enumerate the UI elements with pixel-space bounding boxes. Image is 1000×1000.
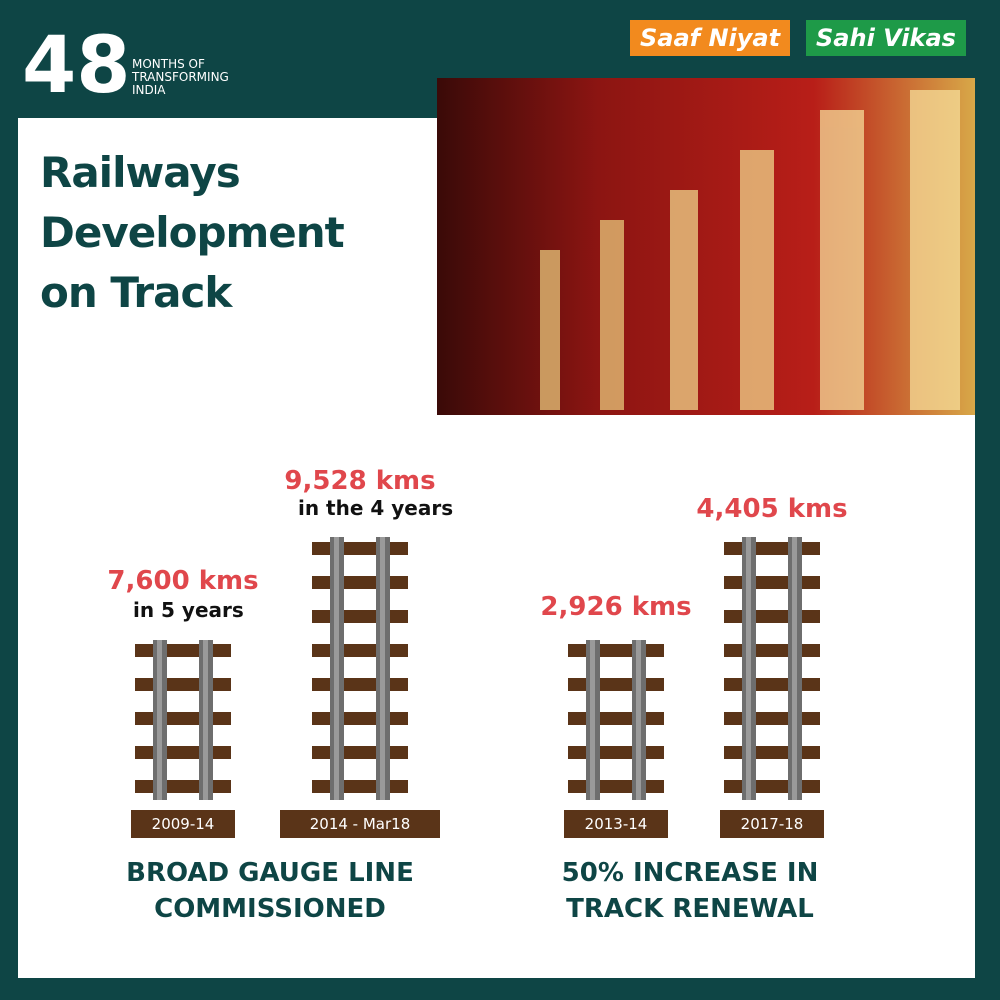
sleeper — [724, 576, 820, 589]
period-box — [280, 810, 440, 838]
badge-number: 48 — [22, 21, 131, 111]
rail-highlight — [636, 640, 641, 800]
rail-highlight — [203, 640, 208, 800]
period-box — [131, 810, 235, 838]
sleeper — [312, 542, 408, 555]
photo-detail — [540, 90, 960, 410]
sleeper — [724, 542, 820, 555]
title-line: on Track — [40, 268, 232, 317]
period-label: 2013-14 — [584, 815, 648, 833]
sleeper — [568, 678, 664, 691]
sleeper — [724, 678, 820, 691]
title-line: Development — [40, 208, 345, 257]
tag: Sahi Vikas — [806, 20, 966, 56]
sleeper — [724, 610, 820, 623]
sleeper — [568, 644, 664, 657]
sleeper — [724, 746, 820, 759]
value-label: 2,926 kms — [540, 592, 692, 622]
period-label: 2009-14 — [151, 815, 215, 833]
caption: BROAD GAUGE LINE — [126, 858, 414, 888]
rail-highlight — [380, 537, 385, 800]
sleeper — [312, 678, 408, 691]
rail-highlight — [792, 537, 797, 800]
rail-highlight — [334, 537, 339, 800]
note-label: in 5 years — [133, 598, 244, 622]
photo — [437, 78, 975, 415]
badge-text: INDIA — [132, 83, 166, 97]
sleeper — [724, 780, 820, 793]
sleeper — [568, 712, 664, 725]
note-label: in the 4 years — [298, 496, 454, 520]
sleeper — [135, 780, 231, 793]
sleeper — [135, 678, 231, 691]
sleeper — [312, 610, 408, 623]
caption: COMMISSIONED — [154, 894, 386, 924]
value-label: 4,405 kms — [696, 494, 848, 524]
sleeper — [724, 644, 820, 657]
caption: TRACK RENEWAL — [566, 894, 814, 924]
sleeper — [312, 644, 408, 657]
caption: 50% INCREASE IN — [561, 858, 819, 888]
rail-highlight — [157, 640, 162, 800]
sleeper — [568, 746, 664, 759]
title-line: Railways — [40, 148, 241, 197]
badge-text: MONTHS OF — [132, 57, 205, 71]
value-label: 7,600 kms — [107, 566, 259, 596]
period-label: 2017-18 — [740, 815, 804, 833]
sleeper — [312, 712, 408, 725]
rail-highlight — [590, 640, 595, 800]
tag: Saaf Niyat — [630, 20, 791, 56]
period-box — [720, 810, 824, 838]
sleeper — [312, 780, 408, 793]
sleeper — [724, 712, 820, 725]
sleeper — [568, 780, 664, 793]
sleeper — [135, 746, 231, 759]
value-label: 9,528 kms — [284, 466, 436, 496]
period-label: 2014 - Mar18 — [309, 815, 411, 833]
sleeper — [135, 644, 231, 657]
period-box — [564, 810, 668, 838]
sleeper — [312, 746, 408, 759]
sleeper — [135, 712, 231, 725]
badge-text: TRANSFORMING — [132, 70, 229, 84]
rail-highlight — [746, 537, 751, 800]
sleeper — [312, 576, 408, 589]
